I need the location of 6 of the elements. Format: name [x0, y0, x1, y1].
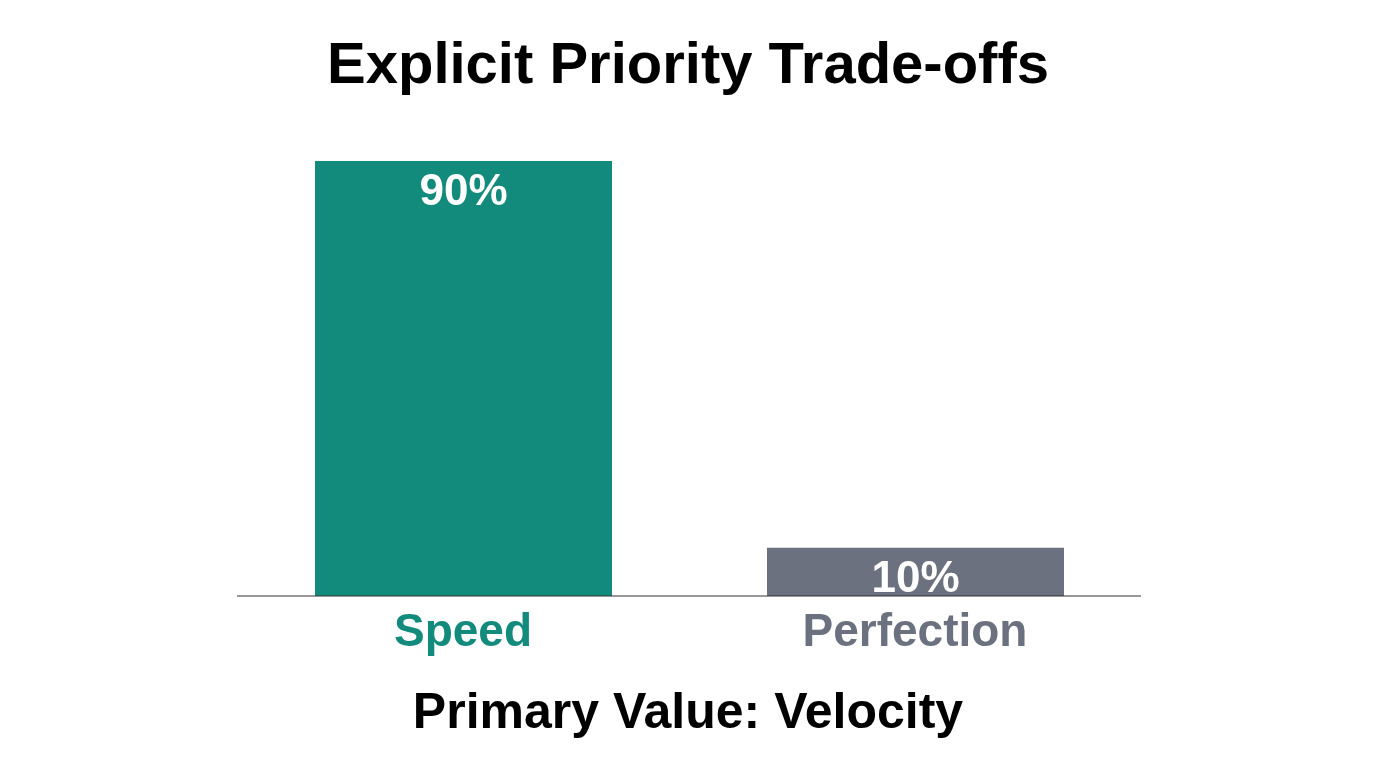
x-tick-label: Speed: [393, 604, 533, 656]
x-tick-label: Perfection: [802, 604, 1028, 656]
x-axis-title: Primary Value: Velocity: [411, 682, 965, 741]
data-label: 90%: [419, 165, 508, 214]
data-label: 10%: [871, 551, 960, 601]
chart-title: Explicit Priority Trade-offs: [326, 29, 1050, 97]
